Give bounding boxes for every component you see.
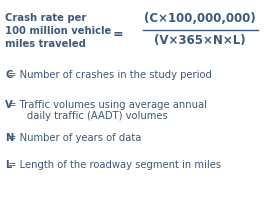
Text: C: C bbox=[5, 70, 12, 80]
Text: 100 million vehicle: 100 million vehicle bbox=[5, 26, 111, 36]
Text: (C×100,000,000): (C×100,000,000) bbox=[144, 12, 256, 25]
Text: (V×365×N×L): (V×365×N×L) bbox=[154, 34, 246, 47]
Text: = Traffic volumes using average annual: = Traffic volumes using average annual bbox=[5, 100, 207, 110]
Text: = Number of crashes in the study period: = Number of crashes in the study period bbox=[5, 70, 212, 80]
Text: L: L bbox=[5, 160, 11, 170]
Text: V: V bbox=[5, 100, 13, 110]
Text: Crash rate per: Crash rate per bbox=[5, 13, 86, 23]
Text: N: N bbox=[5, 133, 14, 143]
Text: = Number of years of data: = Number of years of data bbox=[5, 133, 141, 143]
Text: =: = bbox=[113, 27, 123, 41]
Text: = Length of the roadway segment in miles: = Length of the roadway segment in miles bbox=[5, 160, 221, 170]
Text: miles traveled: miles traveled bbox=[5, 39, 86, 49]
Text: daily traffic (AADT) volumes: daily traffic (AADT) volumes bbox=[5, 111, 168, 121]
